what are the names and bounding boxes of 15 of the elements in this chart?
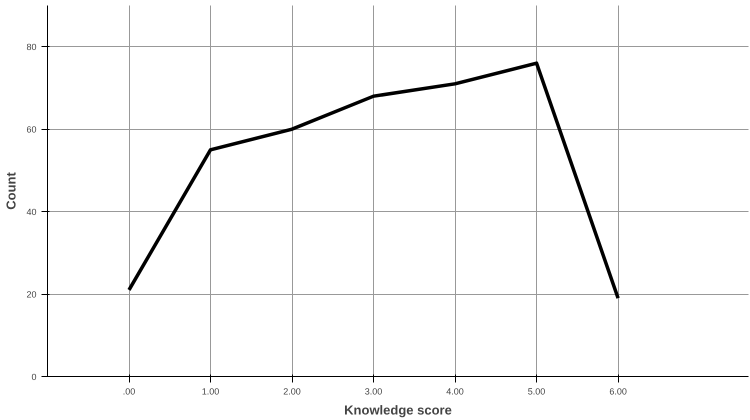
x-tick-label: 5.00	[528, 386, 546, 396]
y-tick-label: 20	[26, 290, 37, 300]
x-tick-label: .00	[122, 386, 136, 396]
x-axis-title: Knowledge score	[344, 402, 452, 418]
y-axis-title: Count	[3, 172, 18, 210]
x-tick-label: 4.00	[446, 386, 464, 396]
x-tick-label: 6.00	[609, 386, 627, 396]
y-tick-label: 40	[26, 207, 37, 218]
x-tick-label: 3.00	[364, 386, 382, 396]
y-tick-label: 80	[26, 42, 37, 52]
x-tick-label: 1.00	[202, 386, 220, 396]
x-tick-label: 2.00	[283, 386, 301, 396]
line-series	[127, 61, 620, 300]
y-tick-label: 60	[26, 124, 37, 135]
y-tick-label: 0	[31, 372, 37, 382]
